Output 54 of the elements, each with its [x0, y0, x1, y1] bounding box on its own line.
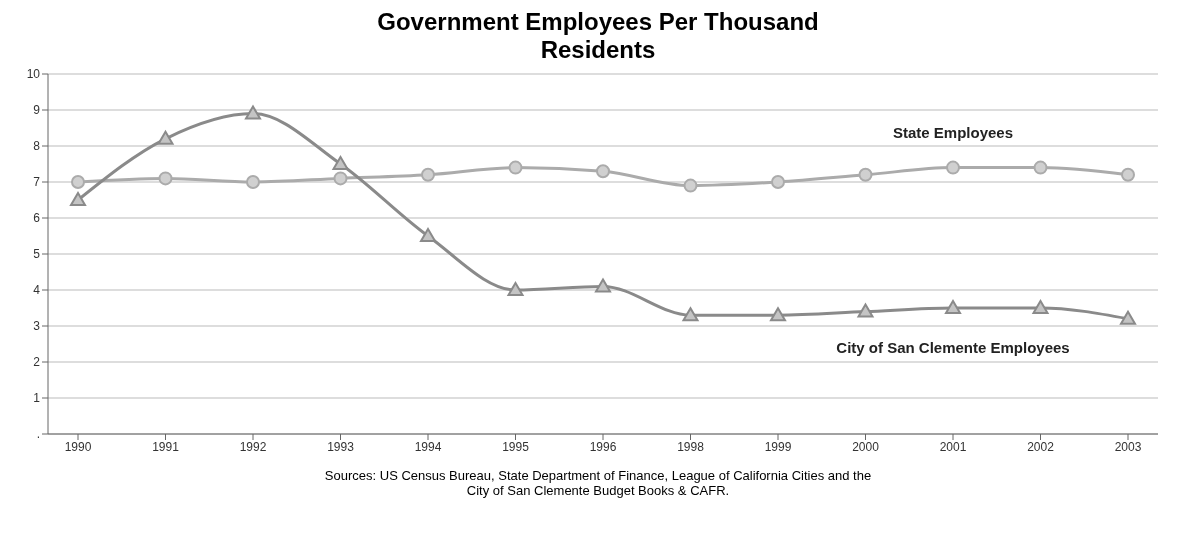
point: [770, 307, 786, 322]
x-tick-label: 2002: [1027, 439, 1055, 454]
point: [682, 307, 699, 322]
x-tick-label: 1993: [327, 439, 355, 454]
point: [420, 228, 436, 242]
point: [771, 175, 785, 189]
point: [158, 171, 173, 186]
x-tick-label: 1998: [677, 439, 705, 454]
x-tick-label: 1996: [589, 439, 617, 454]
point: [157, 130, 174, 145]
source-note: Sources: US Census Bureau, State Department of Finance, League of California Cities and the City of San Clemente Budget Books & CAFR.: [323, 468, 873, 498]
y-tick-label: 5: [33, 247, 41, 262]
x-tick-label: 1994: [414, 439, 442, 454]
point: [945, 300, 961, 314]
point: [421, 167, 435, 182]
chart-title: Government Employees Per Thousand Residents: [376, 8, 820, 64]
y-tick-label: 3: [33, 319, 41, 334]
x-tick-label: 2001: [939, 439, 967, 454]
y-tick-label: 2: [33, 355, 41, 370]
x-tick-label: 1991: [152, 439, 180, 454]
point: [857, 303, 874, 318]
point: [507, 282, 524, 296]
point: [1121, 167, 1135, 182]
point: [683, 178, 698, 193]
y-tick-label: 6: [33, 211, 41, 226]
x-tick-label: 2003: [1114, 439, 1142, 454]
point: [596, 164, 610, 179]
point: [946, 160, 960, 175]
x-tick-label: 1992: [239, 439, 267, 454]
y-tick-label: 7: [33, 175, 41, 190]
x-tick-label: 1999: [764, 439, 792, 454]
x-tick-label: 2000: [852, 439, 880, 454]
y-tick-label: 10: [26, 67, 41, 82]
x-tick-label: 1995: [502, 439, 530, 454]
point: [508, 160, 523, 175]
y-tick-label: 8: [33, 139, 41, 154]
y-tick-label: 1: [33, 391, 41, 406]
y-tick-label: 9: [33, 103, 41, 118]
y-tick-label: .: [36, 427, 40, 442]
point: [70, 192, 86, 206]
series-label: State Employees: [892, 123, 1014, 141]
point: [595, 278, 611, 293]
point: [245, 105, 261, 120]
point: [1032, 300, 1049, 314]
x-tick-label: 1990: [64, 439, 92, 454]
series-label: City of San Clemente Employees: [836, 339, 1070, 356]
point: [1033, 160, 1048, 175]
point: [858, 167, 873, 182]
point: [332, 156, 349, 170]
point: [246, 175, 260, 189]
point: [333, 171, 348, 186]
point: [1120, 310, 1136, 325]
y-tick-label: 4: [33, 283, 41, 298]
point: [71, 175, 85, 189]
